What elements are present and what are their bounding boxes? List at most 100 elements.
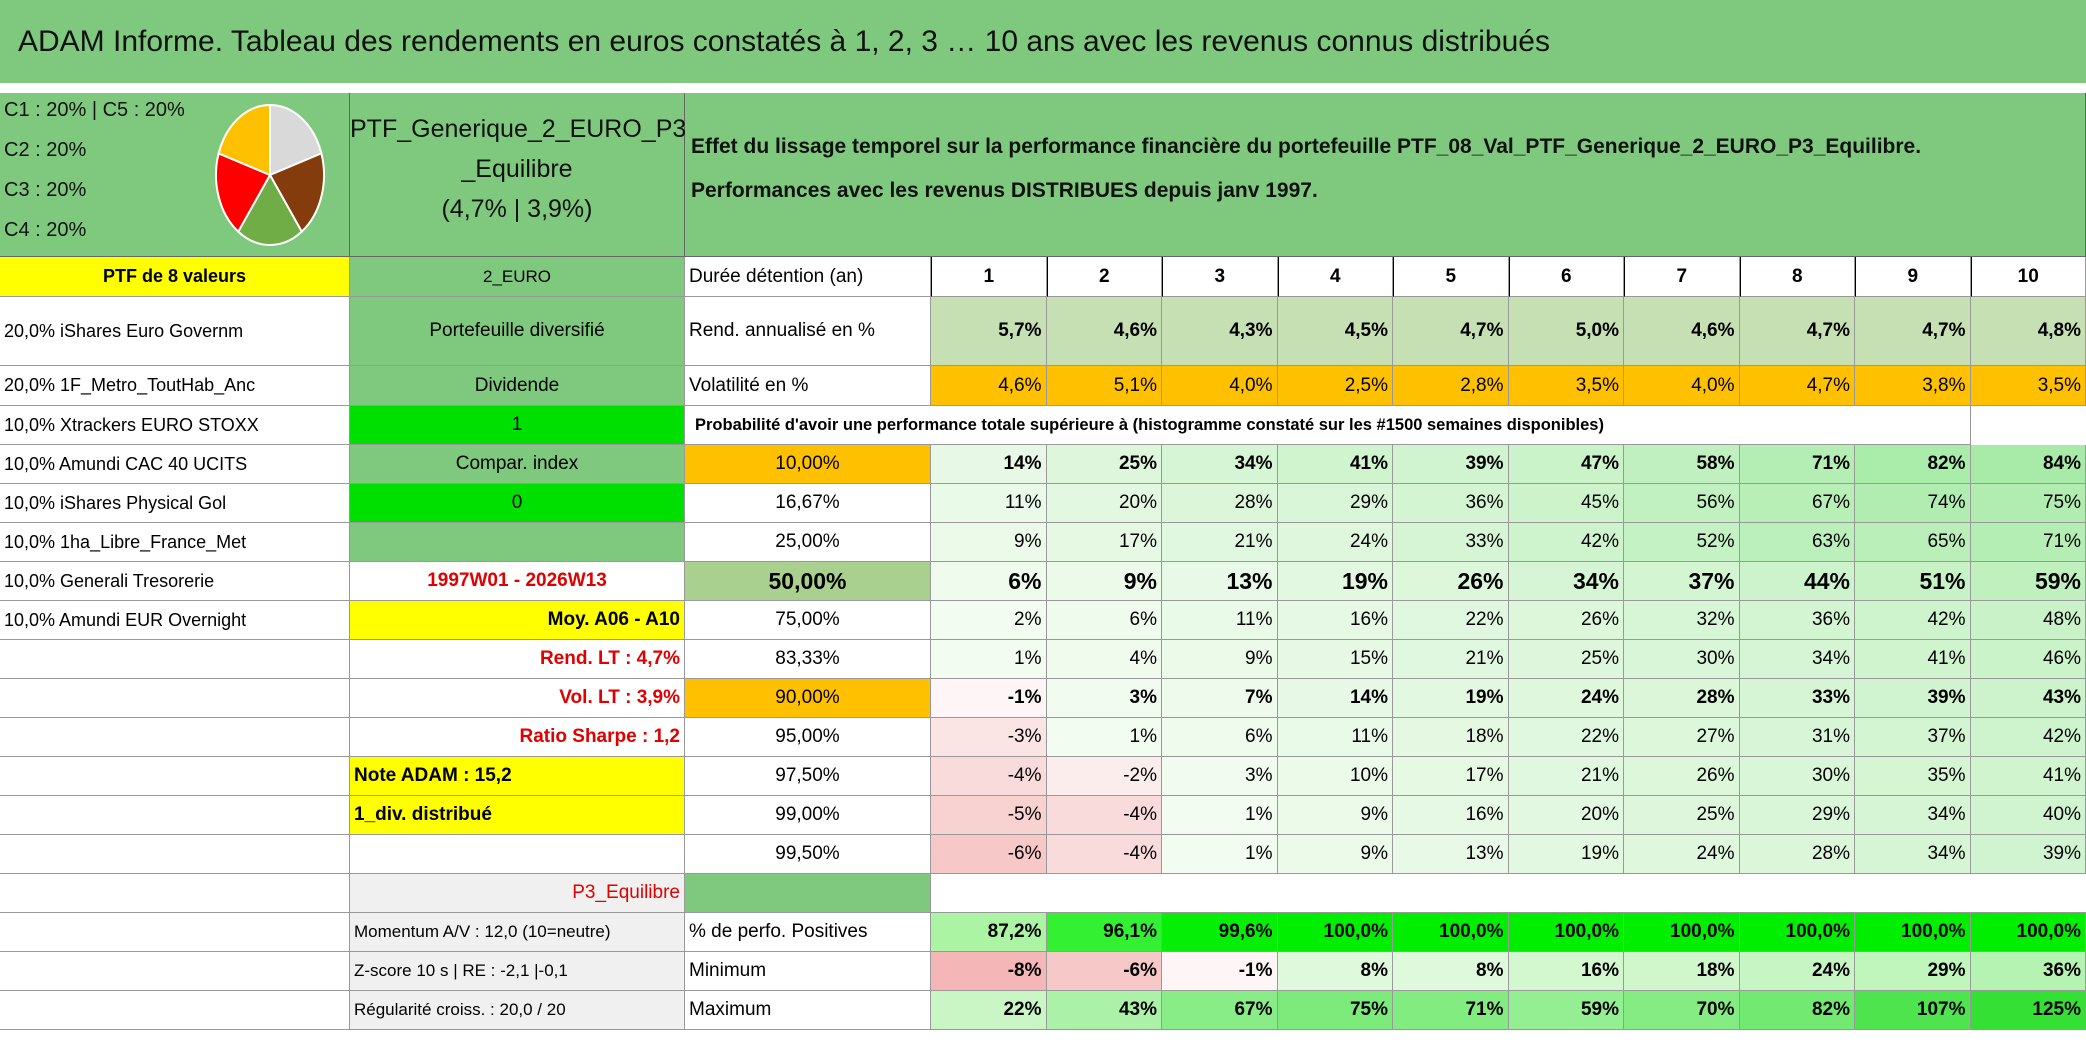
cell: 10,0% Generali Tresorerie [0,562,350,601]
cell: 20% [1508,796,1624,835]
cell: 8 [1739,257,1855,297]
cell: 90,00% [685,679,931,718]
portfolio-name: PTF_Generique_2_EURO_P3 [350,115,687,143]
portfolio-name: _Equilibre [461,155,573,183]
cell: 100,0% [1970,913,2086,952]
pie-chart [215,103,325,246]
cell: Note ADAM : 15,2 [350,757,685,796]
cell: 19% [1508,835,1624,874]
cell: 13% [1162,562,1278,601]
cell: 4,7% [1855,297,1971,366]
cell: 10,0% 1ha_Libre_France_Met [0,523,350,562]
cell: 2,8% [1393,366,1509,406]
cell: 47% [1508,445,1624,484]
cell: 5 [1393,257,1509,297]
cell [1046,874,1162,913]
cell: 100,0% [1739,913,1855,952]
cell: 14% [931,445,1047,484]
cell: 1% [1162,835,1278,874]
cell: 16,67% [685,484,931,523]
cell [0,874,350,913]
cell: 52% [1624,523,1740,562]
cell [350,835,685,874]
cell: 8% [1277,952,1393,991]
cell: 67% [1162,991,1278,1030]
cell [1277,874,1393,913]
cell: Durée détention (an) [685,257,931,297]
cell: 82% [1855,445,1971,484]
cell: 27% [1624,718,1740,757]
cell: 14% [1277,679,1393,718]
legend-entry: C2 : 20% [4,139,87,161]
cell [1739,874,1855,913]
cell: 30% [1739,757,1855,796]
cell: 87,2% [931,913,1047,952]
cell: Ratio Sharpe : 1,2 [350,718,685,757]
cell: 71% [1970,523,2086,562]
cell: Probabilité d'avoir une performance tota… [685,406,1971,445]
cell: 8% [1393,952,1509,991]
cell: 34% [1855,835,1971,874]
cell: -6% [1046,952,1162,991]
description: Performances avec les revenus DISTRIBUES… [691,179,1318,202]
cell: 4,8% [1970,297,2086,366]
cell: 20,0% iShares Euro Governm [0,297,350,366]
cell: 51% [1855,562,1971,601]
cell: Compar. index [350,445,685,484]
cell: 39% [1970,835,2086,874]
cell: 21% [1393,640,1509,679]
cell: 34% [1739,640,1855,679]
pie-slice [215,151,272,234]
cell: 100,0% [1508,913,1624,952]
cell: -8% [931,952,1047,991]
cell: 45% [1508,484,1624,523]
cell: 26% [1393,562,1509,601]
pie-slice [269,103,323,177]
title: ADAM Informe. Tableau des rendements en … [0,0,2086,83]
cell: 82% [1739,991,1855,1030]
cell: Rend. LT : 4,7% [350,640,685,679]
cell: 100,0% [1855,913,1971,952]
cell: 9% [1162,640,1278,679]
cell: 41% [1855,640,1971,679]
cell: 75,00% [685,601,931,640]
pie-slice [237,172,303,246]
cell: 9% [1277,796,1393,835]
cell: Régularité croiss. : 20,0 / 20 [350,991,685,1030]
cell: 34% [1162,445,1278,484]
cell: 22% [1508,718,1624,757]
cell: 10,00% [685,445,931,484]
cell: 39% [1855,679,1971,718]
cell: 32% [1624,601,1740,640]
cell: 1 [931,257,1047,297]
cell: 42% [1855,601,1971,640]
cell [1970,874,2086,913]
cell: 31% [1739,718,1855,757]
cell: 24% [1739,952,1855,991]
cell: 107% [1855,991,1971,1030]
cell: 13% [1393,835,1509,874]
cell: 2 [1046,257,1162,297]
description: Effet du lissage temporel sur la perform… [691,135,1922,158]
cell: 9% [931,523,1047,562]
cell: 0 [350,484,685,523]
cell: 3 [1162,257,1278,297]
cell: 21% [1162,523,1278,562]
cell: 71% [1393,991,1509,1030]
cell: 17% [1046,523,1162,562]
cell: 20% [1046,484,1162,523]
cell: 11% [931,484,1047,523]
cell: 6% [931,562,1047,601]
cell [0,679,350,718]
cell: 28% [1739,835,1855,874]
cell: 33% [1739,679,1855,718]
cell: Portefeuille diversifié [350,297,685,366]
cell: 46% [1970,640,2086,679]
allocation-block: C1 : 20% | C5 : 20% C2 : 20% C3 : 20% C4… [0,93,350,257]
cell: 33% [1393,523,1509,562]
cell: Z-score 10 s | RE : -2,1 |-0,1 [350,952,685,991]
cell: 25,00% [685,523,931,562]
pie-slice [268,151,325,234]
cell: -4% [1046,796,1162,835]
